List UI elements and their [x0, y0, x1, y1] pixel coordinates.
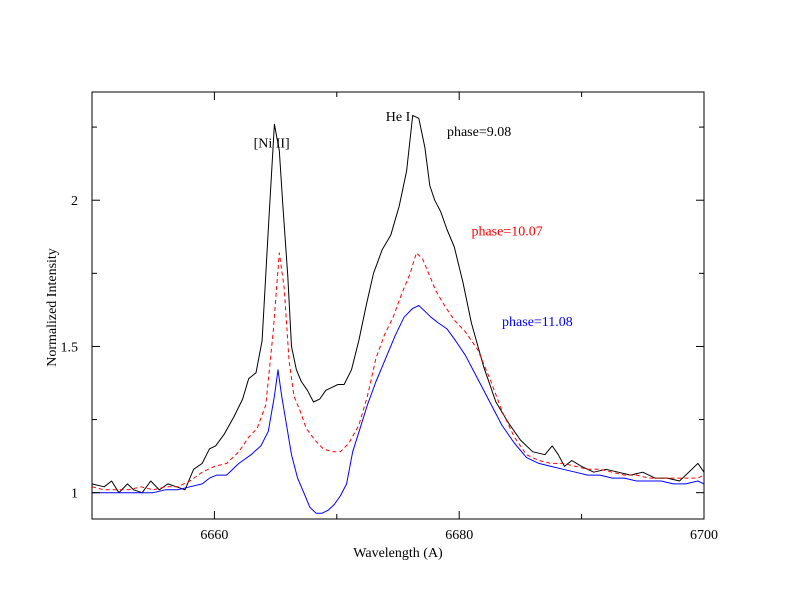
tick-layer: 6660 6680 6700 1 1.5 2	[61, 92, 718, 543]
annotation-label: phase=9.08	[447, 125, 511, 140]
annotation-label: phase=11.08	[502, 315, 573, 330]
series-line-1	[91, 114, 705, 494]
annotation-label: [Ni II]	[254, 137, 290, 152]
x-tick-label: 6700	[690, 528, 718, 543]
annotation-label: phase=10.07	[471, 224, 542, 239]
plot-frame	[91, 91, 705, 520]
x-tick-label: 6680	[445, 528, 473, 543]
series-line-3	[92, 305, 705, 514]
x-axis-title: Wavelength (A)	[353, 546, 443, 561]
y-tick-label: 1	[71, 487, 78, 502]
x-tick-label: 6660	[200, 528, 228, 543]
y-axis-title: Normalized Intensity	[45, 248, 60, 367]
annotation-layer: [Ni II] He I phase=9.08 phase=10.07 phase=11…	[254, 110, 573, 330]
y-tick-label: 1.5	[61, 340, 79, 355]
series-layer	[91, 114, 705, 514]
y-tick-label: 2	[71, 194, 78, 209]
annotation-label: He I	[386, 110, 411, 125]
series-line-2	[91, 252, 705, 491]
